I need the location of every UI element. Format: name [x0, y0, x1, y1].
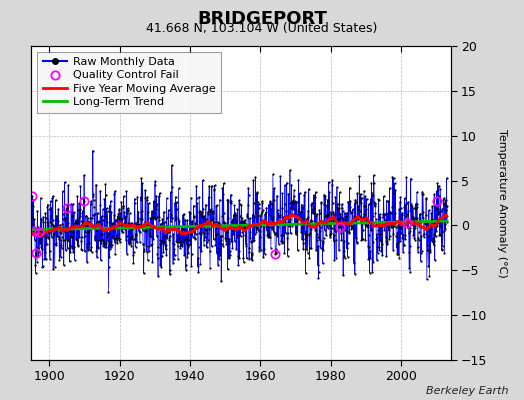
Text: BRIDGEPORT: BRIDGEPORT	[197, 10, 327, 28]
Legend: Raw Monthly Data, Quality Control Fail, Five Year Moving Average, Long-Term Tren: Raw Monthly Data, Quality Control Fail, …	[37, 52, 221, 113]
Text: 41.668 N, 103.104 W (United States): 41.668 N, 103.104 W (United States)	[146, 22, 378, 35]
Y-axis label: Temperature Anomaly (°C): Temperature Anomaly (°C)	[497, 129, 507, 277]
Text: Berkeley Earth: Berkeley Earth	[426, 386, 508, 396]
